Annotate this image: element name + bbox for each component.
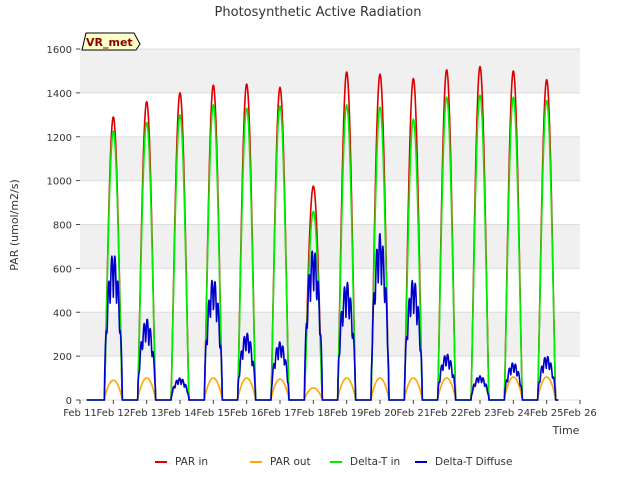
x-tick-label: Feb 13 — [130, 408, 164, 419]
y-axis-label: PAR (umol/m2/s) — [8, 179, 21, 271]
y-tick-label: 0 — [66, 396, 72, 407]
x-tick-label: Feb 17 — [263, 408, 297, 419]
x-tick-label: Feb 21 — [397, 408, 431, 419]
x-tick-label: Feb 11 — [63, 408, 97, 419]
grid — [80, 48, 580, 401]
grid-band — [80, 136, 580, 181]
x-tick-label: Feb 22 — [430, 408, 464, 419]
legend-label: Delta-T Diffuse — [435, 456, 512, 468]
legend-label: PAR out — [270, 456, 311, 468]
x-tick-label: Feb 24 — [497, 408, 531, 419]
grid-band — [80, 224, 580, 269]
y-tick-label: 200 — [53, 352, 72, 363]
vr-met-badge: VR_met — [81, 32, 141, 51]
x-tick-label: Feb 16 — [230, 408, 264, 419]
y-tick-label: 800 — [53, 221, 72, 232]
grid-band — [80, 312, 580, 357]
chart-title: Photosynthetic Active Radiation — [215, 5, 422, 20]
y-axis: 0 200 400 600 800 1000 1200 1400 1600 — [47, 45, 80, 407]
x-tick-label: Feb 18 — [297, 408, 331, 419]
x-tick-label: Feb 26 — [563, 408, 597, 419]
x-tick-label: Feb 14 — [163, 408, 197, 419]
x-axis: Feb 11 Feb 12 Feb 13 Feb 14 Feb 15 Feb 16 Feb … — [63, 400, 597, 419]
x-tick-label: Feb 12 — [97, 408, 131, 419]
y-tick-label: 600 — [53, 264, 72, 275]
x-tick-label: Feb 19 — [330, 408, 364, 419]
x-tick-label: Feb 23 — [463, 408, 497, 419]
x-tick-label: Feb 25 — [530, 408, 564, 419]
legend-label: Delta-T in — [350, 456, 400, 468]
y-tick-label: 1600 — [47, 45, 72, 56]
legend: PAR in PAR out Delta-T in Delta-T Diffuse — [155, 456, 512, 468]
x-tick-label: Feb 20 — [363, 408, 397, 419]
y-tick-label: 1400 — [47, 89, 72, 100]
y-tick-label: 1200 — [47, 133, 72, 144]
x-tick-label: Feb 15 — [197, 408, 231, 419]
badge-label: VR_met — [86, 36, 133, 49]
y-tick-label: 1000 — [47, 177, 72, 188]
series-lines — [86, 65, 559, 401]
y-tick-label: 400 — [53, 308, 72, 319]
x-axis-label: Time — [552, 424, 580, 437]
grid-band — [80, 49, 580, 93]
series-line-delta-t-diffuse — [86, 233, 559, 401]
legend-label: PAR in — [175, 456, 208, 468]
